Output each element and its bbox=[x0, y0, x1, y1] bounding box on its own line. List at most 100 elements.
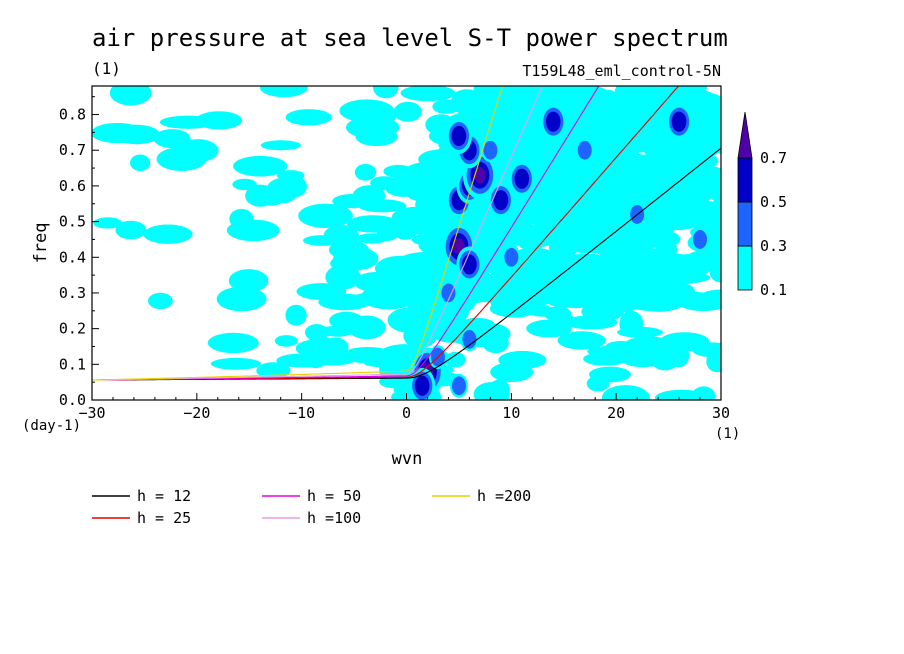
blob-6-level-2 bbox=[462, 254, 477, 275]
field-patch-638 bbox=[694, 97, 721, 121]
field-patch-627 bbox=[709, 261, 721, 283]
field-patch-12 bbox=[195, 111, 243, 130]
field-patch-625 bbox=[706, 350, 721, 373]
blob-11-level-2 bbox=[451, 125, 467, 147]
x-tick-label-6: 30 bbox=[712, 404, 730, 422]
legend-label-1: h = 25 bbox=[137, 509, 191, 527]
field-patch-27 bbox=[274, 335, 298, 347]
field-patch-2 bbox=[115, 220, 147, 240]
field-patch-466 bbox=[601, 385, 650, 400]
field-patch-422 bbox=[589, 366, 631, 383]
field-patch-55 bbox=[354, 163, 377, 181]
field-patch-219 bbox=[488, 379, 510, 399]
blob-3-level-1 bbox=[451, 376, 466, 396]
field-patch-4 bbox=[109, 86, 152, 106]
blob-15-level-2 bbox=[545, 111, 561, 132]
field-patch-0 bbox=[93, 217, 123, 229]
y-axis-title: freq bbox=[31, 223, 51, 264]
spectrum-field bbox=[92, 86, 721, 400]
field-patch-70 bbox=[373, 86, 399, 99]
x-tick-label-5: 20 bbox=[607, 404, 625, 422]
x-unit-label: (1) bbox=[715, 426, 740, 442]
field-patch-401 bbox=[564, 86, 603, 97]
field-patch-5 bbox=[130, 154, 151, 172]
colorbar: 0.1 0.3 0.5 0.7 bbox=[737, 111, 787, 299]
chart-title: air pressure at sea level S-T power spec… bbox=[92, 24, 728, 52]
field-patch-29 bbox=[285, 176, 307, 197]
blob-9-level-3 bbox=[474, 167, 486, 184]
legend-label-0: h = 12 bbox=[137, 487, 191, 505]
colorbar-label-0: 0.1 bbox=[760, 281, 787, 299]
blob-18-level-2 bbox=[671, 111, 687, 132]
y-tick-label-1: 0.1 bbox=[59, 355, 86, 373]
legend: h = 12 h = 25 h = 50 h =100 h =200 bbox=[92, 487, 531, 527]
x-tick-label-0: −30 bbox=[78, 404, 105, 422]
field-patch-220 bbox=[482, 332, 509, 354]
field-patch-263 bbox=[498, 350, 547, 370]
x-tick-label-4: 10 bbox=[502, 404, 520, 422]
field-patch-67 bbox=[358, 199, 407, 213]
field-patch-382 bbox=[557, 331, 606, 350]
field-patch-144 bbox=[445, 351, 466, 368]
curve-h-200 bbox=[92, 86, 504, 381]
field-patch-26 bbox=[260, 86, 308, 98]
field-patch-629 bbox=[706, 230, 721, 244]
field-patch-35 bbox=[285, 109, 332, 126]
field-patch-11 bbox=[177, 139, 219, 163]
field-patch-63 bbox=[351, 103, 398, 127]
y-tick-label-4: 0.4 bbox=[59, 248, 86, 266]
field-patch-53 bbox=[347, 315, 386, 340]
units-label: (1) bbox=[92, 59, 121, 78]
field-patch-30 bbox=[276, 170, 305, 181]
field-patch-7 bbox=[143, 224, 193, 244]
y-unit-label: (day-1) bbox=[22, 418, 81, 434]
field-patch-41 bbox=[321, 337, 349, 357]
blob-4-level-1 bbox=[462, 329, 477, 349]
y-tick-label-3: 0.3 bbox=[59, 284, 86, 302]
x-axis: −30 −20 −10 0 10 20 30 bbox=[78, 393, 730, 422]
x-axis-title: wvn bbox=[392, 449, 423, 469]
blob-21-level-1 bbox=[504, 247, 519, 267]
field-patch-6 bbox=[148, 292, 173, 310]
field-patch-28 bbox=[285, 304, 307, 326]
field-patch-487 bbox=[617, 326, 663, 338]
curve-h-50 bbox=[92, 86, 600, 381]
field-patch-15 bbox=[216, 286, 267, 312]
colorbar-segment-0 bbox=[737, 245, 753, 291]
field-patch-8 bbox=[153, 129, 191, 149]
curve-h-100 bbox=[92, 86, 544, 381]
field-patch-50 bbox=[329, 240, 369, 260]
field-patch-21 bbox=[233, 155, 288, 177]
field-patch-633 bbox=[690, 179, 721, 195]
y-axis: 0.0 0.1 0.2 0.3 0.4 0.5 0.6 0.7 0.8 bbox=[59, 96, 99, 409]
colorbar-segment-1 bbox=[737, 201, 753, 247]
chart-subtitle: T159L48_eml_control-5N bbox=[522, 62, 721, 80]
blob-19-level-1 bbox=[693, 230, 708, 249]
blob-12-level-1 bbox=[483, 140, 498, 160]
colorbar-segment-2 bbox=[737, 157, 753, 203]
field-patch-626 bbox=[697, 289, 721, 309]
field-patch-69 bbox=[374, 123, 399, 135]
field-patch-13 bbox=[207, 332, 259, 354]
blob-1-level-2 bbox=[414, 375, 430, 396]
field-patch-601 bbox=[691, 386, 716, 400]
colorbar-label-3: 0.7 bbox=[760, 149, 787, 167]
field-patch-108 bbox=[400, 86, 456, 102]
colorbar-top-triangle bbox=[737, 111, 753, 159]
legend-label-2: h = 50 bbox=[307, 487, 361, 505]
y-tick-label-6: 0.6 bbox=[59, 177, 86, 195]
y-tick-label-7: 0.7 bbox=[59, 141, 86, 159]
x-tick-label-2: −10 bbox=[288, 404, 315, 422]
field-patch-14 bbox=[210, 357, 262, 370]
field-patch-84 bbox=[393, 101, 422, 122]
colorbar-label-1: 0.3 bbox=[760, 237, 787, 255]
field-patch-630 bbox=[698, 206, 721, 223]
field-patch-43 bbox=[321, 204, 350, 223]
y-tick-label-5: 0.5 bbox=[59, 213, 86, 231]
legend-label-4: h =200 bbox=[477, 487, 531, 505]
blob-16-level-1 bbox=[577, 140, 592, 160]
y-tick-label-8: 0.8 bbox=[59, 106, 86, 124]
blob-20-level-1 bbox=[441, 283, 456, 303]
field-patch-18 bbox=[226, 219, 280, 242]
